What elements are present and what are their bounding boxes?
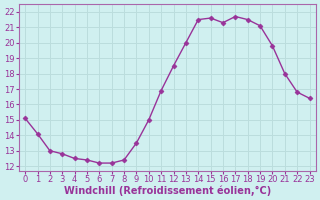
X-axis label: Windchill (Refroidissement éolien,°C): Windchill (Refroidissement éolien,°C): [64, 185, 271, 196]
